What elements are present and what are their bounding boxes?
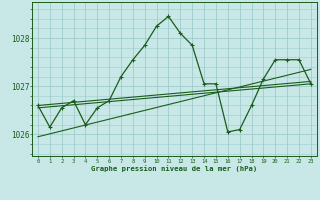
X-axis label: Graphe pression niveau de la mer (hPa): Graphe pression niveau de la mer (hPa) (91, 165, 258, 172)
